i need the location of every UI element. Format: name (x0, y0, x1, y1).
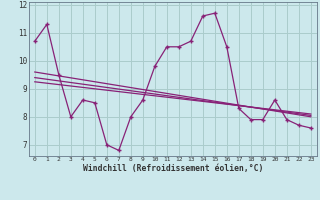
X-axis label: Windchill (Refroidissement éolien,°C): Windchill (Refroidissement éolien,°C) (83, 164, 263, 173)
